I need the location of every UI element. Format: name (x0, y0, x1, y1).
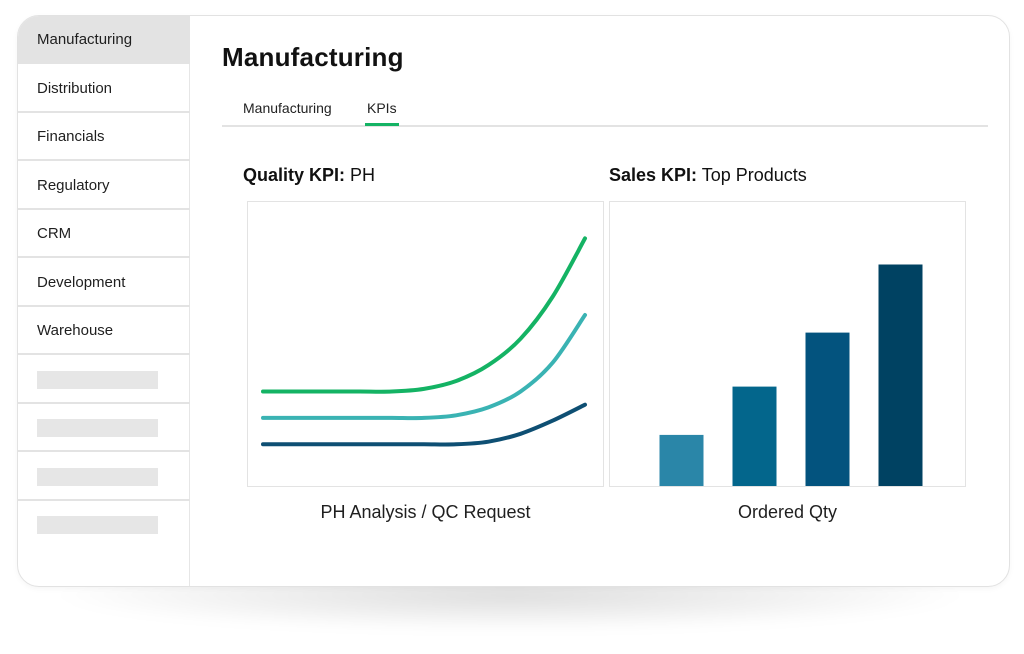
sidebar-item-financials[interactable]: Financials (18, 113, 190, 161)
sidebar-item-manufacturing[interactable]: Manufacturing (18, 16, 190, 64)
quality-kpi-caption: PH Analysis / QC Request (320, 502, 531, 522)
sidebar-item-label: Regulatory (37, 176, 110, 194)
tab-bar: Manufacturing KPIs (222, 98, 988, 128)
sales-kpi-heading: Sales KPI: Top Products (609, 165, 807, 186)
line-chart-svg (261, 236, 587, 447)
bar-3 (805, 332, 850, 486)
tab-manufacturing[interactable]: Manufacturing (243, 100, 332, 116)
sales-kpi-chart (609, 201, 966, 487)
sidebar-item-warehouse[interactable]: Warehouse (18, 307, 190, 355)
line-series-3 (261, 402, 587, 447)
sidebar-placeholder-item (18, 356, 190, 404)
tab-label: Manufacturing (243, 100, 332, 116)
bar-4 (878, 264, 923, 486)
sidebar-placeholder-item (18, 501, 190, 549)
bar-chart-svg (659, 264, 923, 486)
sidebar: Manufacturing Distribution Financials Re… (18, 16, 190, 586)
sidebar-item-distribution[interactable]: Distribution (18, 65, 190, 113)
app-window: Manufacturing Distribution Financials Re… (17, 15, 1010, 587)
sidebar-item-label: CRM (37, 224, 72, 242)
active-tab-indicator (365, 123, 399, 126)
sidebar-item-crm[interactable]: CRM (18, 210, 190, 258)
sidebar-item-label: Financials (37, 127, 105, 145)
sales-kpi-heading-value: Top Products (697, 165, 807, 185)
sidebar-item-label: Warehouse (37, 321, 114, 339)
quality-kpi-heading: Quality KPI: PH (243, 165, 375, 186)
sidebar-item-regulatory[interactable]: Regulatory (18, 162, 190, 210)
line-series-2 (261, 313, 587, 421)
sales-kpi-caption: Ordered Qty (737, 502, 838, 522)
placeholder-bar (37, 468, 158, 486)
tab-kpis[interactable]: KPIs (365, 100, 399, 126)
page-title: Manufacturing (222, 42, 404, 72)
tab-divider (222, 125, 988, 127)
quality-kpi-heading-value: PH (345, 165, 376, 185)
quality-kpi-heading-label: Quality KPI: (243, 165, 346, 185)
sidebar-item-development[interactable]: Development (18, 259, 190, 307)
sidebar-placeholder-item (18, 404, 190, 452)
sidebar-placeholder-item (18, 453, 190, 501)
placeholder-bar (37, 371, 158, 389)
placeholder-bar (37, 516, 158, 534)
bar-2 (732, 386, 777, 486)
sales-kpi-heading-label: Sales KPI: (609, 165, 698, 185)
line-series-1 (261, 236, 587, 394)
sidebar-item-label: Development (37, 273, 126, 291)
quality-kpi-chart (247, 201, 604, 487)
placeholder-bar (37, 419, 158, 437)
sidebar-item-label: Distribution (37, 79, 113, 97)
sidebar-item-label: Manufacturing (37, 30, 133, 48)
tab-label: KPIs (367, 100, 397, 116)
bar-1 (659, 434, 704, 486)
